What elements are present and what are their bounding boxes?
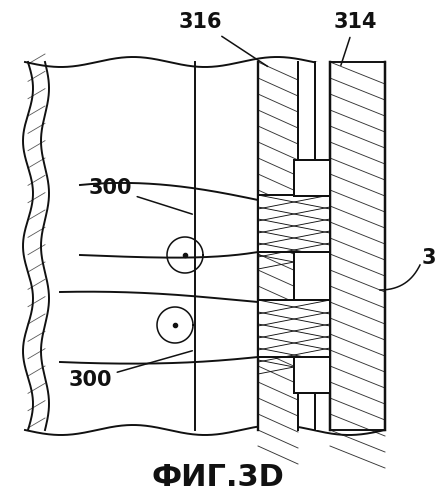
Bar	[315, 62, 330, 430]
Bar	[294, 160, 330, 196]
Bar	[258, 195, 330, 252]
Bar	[258, 62, 298, 430]
Bar	[294, 252, 330, 300]
Bar	[258, 300, 330, 357]
Bar	[330, 62, 385, 430]
Text: 300: 300	[88, 178, 192, 214]
Text: 300: 300	[68, 351, 192, 390]
Text: ФИГ.3D: ФИГ.3D	[152, 464, 284, 493]
Bar	[294, 357, 330, 393]
Text: 316: 316	[178, 12, 268, 66]
Text: 314: 314	[333, 12, 377, 65]
Text: 310: 310	[422, 248, 436, 268]
